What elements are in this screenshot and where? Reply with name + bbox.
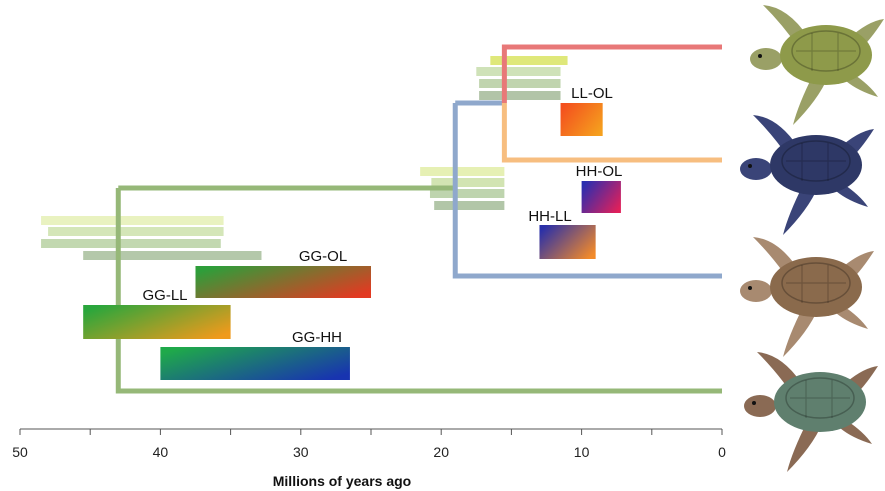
x-tick-label: 30 xyxy=(293,444,309,460)
interval-bar xyxy=(476,67,561,76)
interval-bar xyxy=(429,189,505,198)
branch-second xyxy=(501,103,722,163)
divergence-label-hh-ll: HH-LL xyxy=(528,208,571,225)
green-turtle-icon xyxy=(744,352,878,472)
interval-bar xyxy=(48,227,224,236)
tree-branches xyxy=(115,44,722,394)
interval-bar xyxy=(490,56,568,65)
divergence-label-ll-ol: LL-OL xyxy=(571,85,613,102)
divergence-label-gg-ll: GG-LL xyxy=(142,287,187,304)
x-axis-title: Millions of years ago xyxy=(273,473,411,489)
divergence-box-hh-ll xyxy=(539,225,596,259)
divergence-box-gg-ll xyxy=(83,305,231,339)
interval-bar xyxy=(479,79,561,88)
divergence-box-gg-ol xyxy=(195,266,371,298)
turtle-images xyxy=(740,5,884,472)
divergence-box-hh-ol xyxy=(581,181,621,213)
x-tick-label: 40 xyxy=(153,444,169,460)
x-tick-label: 50 xyxy=(12,444,28,460)
interval-bar xyxy=(41,239,221,248)
interval-bar xyxy=(83,251,262,260)
branch-bottom xyxy=(115,188,722,394)
interval-bar xyxy=(420,167,505,176)
interval-bar xyxy=(434,201,505,210)
interval-bar xyxy=(41,216,224,225)
divergence-box-ll-ol xyxy=(560,103,603,136)
x-tick-label: 0 xyxy=(718,444,726,460)
interval-bar xyxy=(479,91,561,100)
time-axis: 50 40 30 20 10 0 Millions of years ago xyxy=(12,428,726,489)
branch-third xyxy=(452,103,722,279)
x-tick-label: 20 xyxy=(433,444,449,460)
interval-bars xyxy=(41,56,568,260)
divergence-box-gg-hh xyxy=(160,347,350,380)
divergence-label-hh-ol: HH-OL xyxy=(576,163,623,180)
olive-ridley-turtle-icon xyxy=(750,5,884,125)
x-tick-label: 10 xyxy=(574,444,590,460)
divergence-boxes: GG-OL GG-LL GG-HH HH-OL HH-LL LL-OL xyxy=(83,85,622,380)
divergence-label-gg-ol: GG-OL xyxy=(299,248,347,265)
hawksbill-mottled-turtle-icon xyxy=(740,237,874,357)
divergence-label-gg-hh: GG-HH xyxy=(292,329,342,346)
branch-top xyxy=(501,44,722,103)
interval-bar xyxy=(431,178,505,187)
hawksbill-dark-turtle-icon xyxy=(740,115,874,235)
